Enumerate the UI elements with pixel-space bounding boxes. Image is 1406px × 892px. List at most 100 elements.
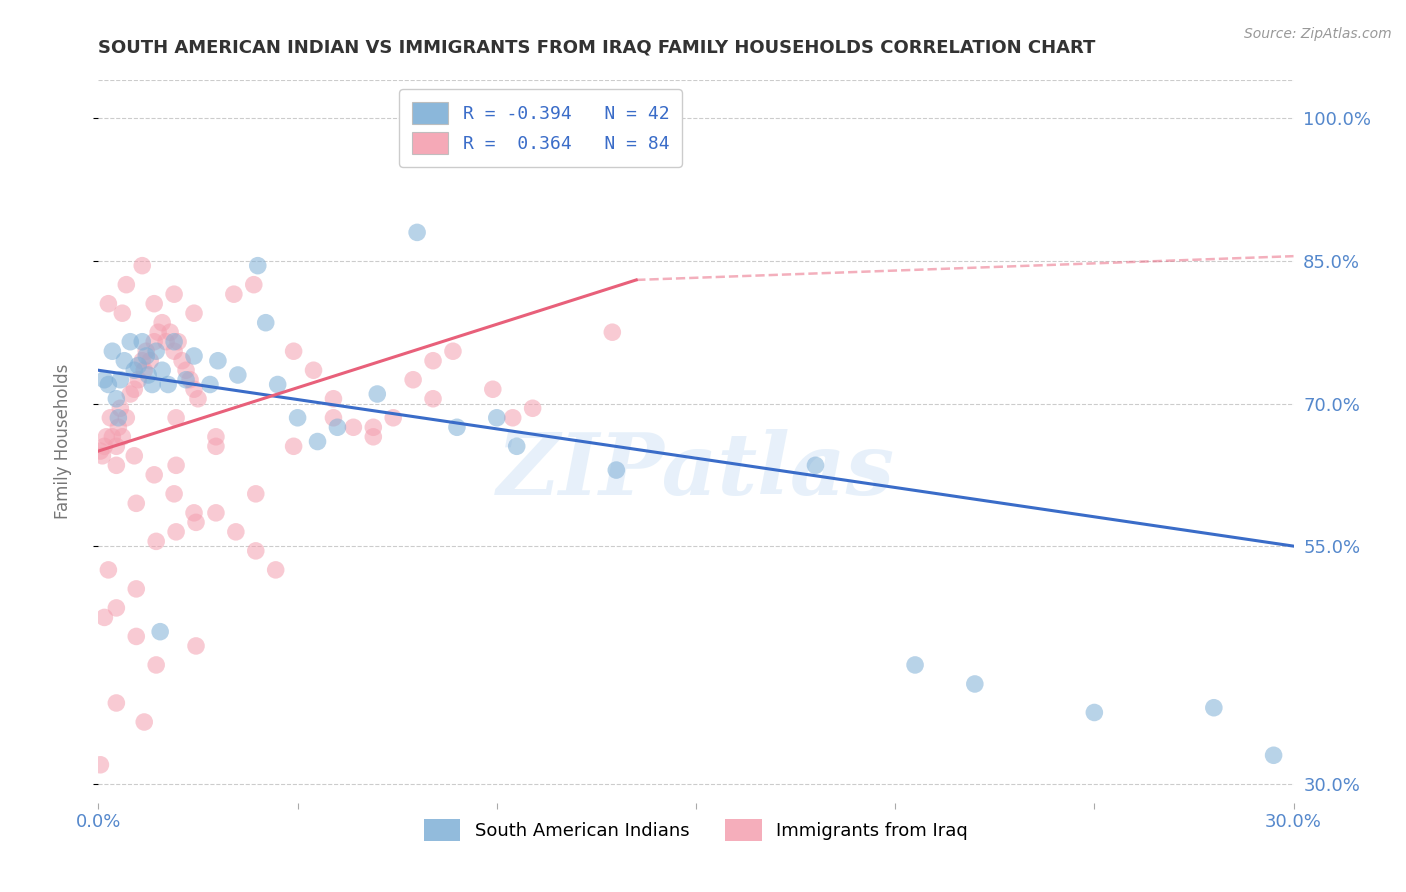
Point (97, 377, 120, 392)
Point (131, 259, 153, 273)
Point (602, 325, 624, 339)
Point (605, 463, 627, 477)
Point (183, 306, 205, 320)
Point (150, 363, 173, 377)
Point (245, 544, 267, 558)
Point (904, 657, 927, 672)
Point (93, 373, 115, 387)
Point (143, 467, 166, 482)
Point (101, 430, 124, 444)
Point (446, 420, 468, 434)
Point (97, 296, 120, 310)
Point (105, 601, 128, 615)
Point (174, 363, 197, 377)
Point (1202, 700, 1225, 714)
Point (124, 449, 146, 463)
Point (482, 382, 505, 396)
Point (110, 401, 132, 416)
Point (287, 410, 309, 425)
Point (245, 487, 267, 501)
Text: ZIPatlas: ZIPatlas (496, 429, 896, 512)
Point (198, 377, 221, 392)
Point (205, 506, 228, 520)
Point (107, 420, 129, 434)
Point (124, 382, 146, 396)
Point (225, 524, 247, 539)
Point (134, 363, 156, 377)
Point (112, 353, 135, 368)
Point (165, 410, 187, 425)
Point (131, 334, 153, 349)
Point (163, 287, 186, 301)
Point (187, 392, 209, 406)
Point (89, 757, 111, 772)
Point (363, 430, 385, 444)
Point (139, 353, 162, 368)
Point (145, 657, 167, 672)
Point (179, 373, 201, 387)
Point (167, 334, 190, 349)
Text: SOUTH AMERICAN INDIAN VS IMMIGRANTS FROM IRAQ FAMILY HOUSEHOLDS CORRELATION CHAR: SOUTH AMERICAN INDIAN VS IMMIGRANTS FROM… (98, 38, 1095, 56)
Point (135, 344, 157, 359)
Point (143, 334, 166, 349)
Point (159, 325, 181, 339)
Point (174, 373, 197, 387)
Point (267, 377, 290, 392)
Point (307, 434, 329, 449)
Point (105, 696, 128, 710)
Point (101, 344, 124, 359)
Point (243, 277, 266, 292)
Point (485, 410, 508, 425)
Point (183, 382, 205, 396)
Text: Source: ZipAtlas.com: Source: ZipAtlas.com (1244, 27, 1392, 41)
Point (141, 377, 163, 392)
Point (165, 524, 187, 539)
Point (226, 368, 249, 382)
Point (183, 349, 205, 363)
Point (149, 624, 172, 639)
Point (172, 353, 194, 368)
Point (125, 582, 148, 596)
Point (125, 496, 148, 510)
Point (163, 334, 186, 349)
Point (93, 439, 115, 453)
Point (125, 629, 148, 643)
Point (422, 353, 444, 368)
Point (363, 420, 385, 434)
Point (406, 226, 429, 240)
Point (283, 439, 305, 453)
Point (165, 458, 187, 473)
Point (134, 714, 156, 729)
Point (522, 401, 544, 416)
Point (163, 344, 186, 359)
Point (183, 506, 205, 520)
Point (342, 420, 364, 434)
Point (326, 420, 349, 434)
Point (124, 363, 146, 377)
Legend: South American Indians, Immigrants from Iraq: South American Indians, Immigrants from … (418, 812, 974, 848)
Point (155, 334, 177, 349)
Y-axis label: Family Households: Family Households (53, 364, 72, 519)
Point (89, 444, 111, 458)
Point (145, 534, 167, 549)
Point (131, 353, 153, 368)
Point (120, 334, 142, 349)
Point (111, 306, 134, 320)
Point (127, 373, 149, 387)
Point (135, 349, 157, 363)
Point (97, 563, 120, 577)
Point (222, 287, 245, 301)
Point (205, 430, 228, 444)
Point (254, 316, 277, 330)
Point (804, 458, 827, 473)
Point (207, 353, 229, 368)
Point (120, 387, 142, 401)
Point (302, 363, 325, 377)
Point (184, 516, 207, 530)
Point (91, 449, 114, 463)
Point (382, 410, 405, 425)
Point (322, 410, 344, 425)
Point (115, 410, 138, 425)
Point (148, 325, 170, 339)
Point (110, 373, 132, 387)
